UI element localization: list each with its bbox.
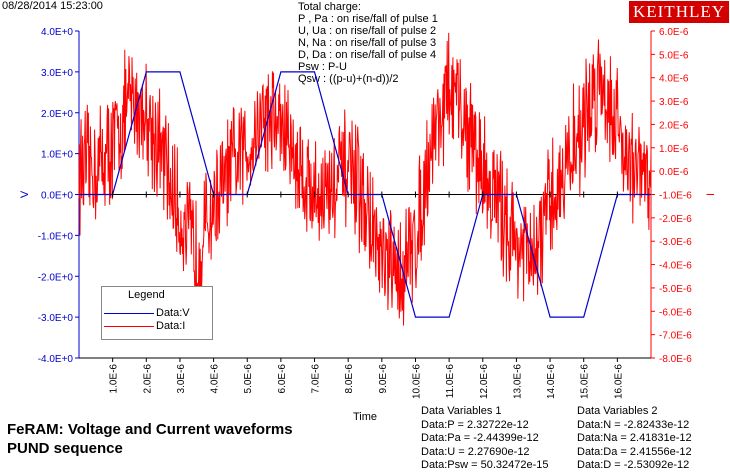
x-tick-label: 2.0E-6 [142,364,153,394]
data-variable-row: Data:U = 2.27690e-12 [421,445,530,458]
x-tick-label: 8.0E-6 [344,364,355,394]
charge-info: Total charge: P , Pa : on rise/fall of p… [298,1,438,85]
y-tick-label-right: 3.0E-6 [659,97,689,108]
legend-label-current: Data:I [156,320,186,332]
y-tick-label-right: -4.0E-6 [659,261,692,272]
x-tick-label: 1.0E-6 [109,364,120,394]
x-tick-label: 6.0E-6 [277,364,288,394]
y-tick-label-right: -2.0E-6 [659,214,692,225]
data-variable-row: Data:N = -2.82433e-12 [577,418,690,431]
x-tick-label: 16.0E-6 [613,364,624,399]
y-tick-label-right: 1.0E-6 [659,144,689,155]
x-tick-label: 3.0E-6 [176,364,187,394]
y-tick-label-right: 6.0E-6 [659,27,689,38]
data-variables-2-heading: Data Variables 2 [577,405,658,417]
charge-info-line: N, Na : on rise/fall of pulse 3 [298,37,437,49]
chart-title-block: FeRAM: Voltage and Current waveforms PUN… [7,420,293,458]
y-tick-label-right: -7.0E-6 [659,331,692,342]
y-tick-label-left: -2.0E+0 [38,272,74,283]
x-tick-label: 9.0E-6 [378,364,389,394]
y-tick-label-left: 2.0E+0 [41,109,73,120]
y-tick-label-right: -5.0E-6 [659,284,692,295]
y-tick-label-right: 0.0E-6 [659,167,689,178]
chart-title: FeRAM: Voltage and Current waveforms [7,421,293,438]
y-tick-label-left: 3.0E+0 [41,68,73,79]
y-tick-label-right: -1.0E-6 [659,191,692,202]
legend-label-voltage: Data:V [156,307,190,319]
data-variables-2: Data Variables 2 Data:N = -2.82433e-12 D… [577,405,692,473]
x-tick-label: 5.0E-6 [243,364,254,394]
y-axis-label-right: I [705,193,717,196]
x-tick-label: 7.0E-6 [311,364,322,394]
charge-info-line: Psw : P-U [298,61,347,73]
y-tick-label-right: 4.0E-6 [659,74,689,85]
y-tick-label-right: -6.0E-6 [659,307,692,318]
x-tick-label: 14.0E-6 [546,364,557,399]
y-tick-label-left: 1.0E+0 [41,150,73,161]
legend: Legend Data:V Data:I [101,286,213,340]
y-tick-label-left: -3.0E+0 [38,313,74,324]
data-variable-row: Data:D = -2.53092e-12 [577,459,690,471]
data-variables-1-heading: Data Variables 1 [421,405,502,417]
data-variable-row: Data:Da = 2.41556e-12 [577,445,692,458]
y-tick-label-left: -1.0E+0 [38,231,74,242]
timestamp: 08/28/2014 15:23:00 [2,0,103,12]
y-tick-label-left: -4.0E+0 [38,354,74,365]
x-tick-label: 12.0E-6 [479,364,490,399]
y-tick-label-left: 0.0E+0 [41,191,73,202]
charge-info-line: Qsw : ((p-u)+(n-d))/2 [298,73,399,85]
charge-info-line: D, Da : on rise/fall of pulse 4 [298,49,437,61]
charge-info-line: U, Ua : on rise/fall of pulse 2 [298,25,437,37]
series-current-line [78,32,652,326]
series-voltage-line [79,71,651,318]
chart-subtitle: PUND sequence [7,440,123,457]
data-variables-1: Data Variables 1 Data:P = 2.32722e-12 Da… [421,405,549,473]
charge-info-title: Total charge: [298,1,361,13]
y-tick-label-right: -3.0E-6 [659,237,692,248]
keithley-logo: KEITHLEY [629,1,729,23]
x-tick-label: 10.0E-6 [411,364,422,399]
legend-swatch-voltage [104,313,154,314]
data-variable-row: Data:Pa = -2.44399e-12 [421,432,539,444]
data-variable-row: Data:P = 2.32722e-12 [421,418,529,431]
x-tick-label: 11.0E-6 [445,364,456,399]
x-tick-label: 13.0E-6 [512,364,523,399]
data-variable-row: Data:Na = 2.41831e-12 [577,432,692,444]
legend-title: Legend [128,289,165,301]
y-tick-label-right: 2.0E-6 [659,120,689,131]
y-tick-label-right: -8.0E-6 [659,354,692,365]
legend-item-voltage: Data:V [102,307,212,321]
y-tick-label-left: 4.0E+0 [41,27,73,38]
x-tick-label: 15.0E-6 [580,364,591,399]
data-variable-row: Data:Psw = 50.32472e-15 [421,459,549,471]
y-tick-label-right: 5.0E-6 [659,50,689,61]
y-axis-label-left: V [19,190,31,198]
charge-info-line: P , Pa : on rise/fall of pulse 1 [298,13,438,25]
x-axis-label: Time [353,411,377,423]
x-tick-label: 4.0E-6 [210,364,221,394]
legend-item-current: Data:I [102,320,212,334]
legend-swatch-current [104,326,154,327]
